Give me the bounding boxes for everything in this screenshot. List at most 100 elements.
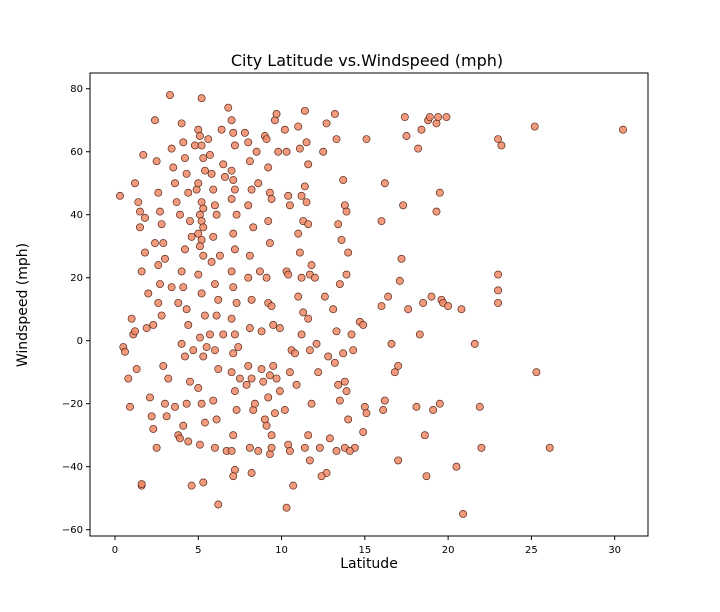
data-point — [227, 166, 236, 175]
data-point — [247, 295, 256, 304]
data-point — [147, 412, 156, 421]
y-tick-label: 60 — [70, 147, 83, 158]
data-point — [207, 169, 216, 178]
data-point — [264, 217, 273, 225]
data-point — [280, 125, 289, 134]
y-axis-label: Windspeed (mph) — [15, 243, 31, 367]
data-point — [429, 406, 438, 414]
data-point — [165, 91, 174, 100]
x-tick-label: 20 — [442, 545, 455, 556]
data-point — [304, 314, 313, 323]
data-point — [205, 330, 214, 339]
data-point — [154, 261, 163, 270]
data-point — [285, 201, 294, 210]
data-point — [272, 374, 281, 383]
data-point — [180, 352, 189, 361]
data-point — [170, 402, 179, 411]
data-point — [227, 447, 236, 455]
data-point — [212, 210, 221, 219]
data-point — [304, 431, 313, 440]
data-point — [234, 343, 243, 351]
data-point — [151, 239, 159, 248]
data-point — [285, 447, 294, 455]
y-tick-label: −20 — [62, 399, 83, 410]
data-point — [312, 339, 321, 348]
data-point — [340, 377, 349, 386]
data-point — [310, 273, 319, 282]
y-tick-label: 20 — [70, 273, 83, 284]
data-point — [269, 361, 278, 370]
data-point — [210, 201, 219, 210]
data-point — [477, 443, 486, 452]
plot-area: 0 5 10 15 20 25 30 −60 −40 −20 0 20 40 60 80 — [62, 72, 649, 556]
data-point — [205, 150, 214, 159]
data-point — [214, 365, 223, 374]
y-tick-label: 40 — [70, 210, 83, 221]
data-point — [475, 402, 484, 411]
data-point — [264, 393, 273, 402]
data-point — [334, 220, 343, 229]
data-point — [292, 380, 301, 389]
data-points — [116, 91, 627, 518]
data-point — [442, 113, 451, 122]
data-point — [387, 339, 396, 348]
data-point — [230, 330, 239, 339]
data-point — [209, 185, 218, 194]
y-tick-label: −60 — [62, 525, 83, 536]
data-point — [154, 188, 163, 197]
data-point — [232, 406, 241, 414]
data-point — [342, 270, 351, 279]
data-point — [149, 424, 158, 433]
data-point — [170, 179, 179, 188]
data-point — [230, 185, 239, 194]
data-point — [214, 500, 223, 509]
data-point — [494, 286, 503, 295]
data-point — [142, 324, 151, 333]
data-point — [304, 220, 313, 229]
data-point — [194, 229, 203, 238]
data-point — [229, 431, 238, 440]
data-point — [220, 172, 229, 181]
data-point — [295, 144, 304, 153]
data-point — [200, 418, 209, 427]
data-point — [362, 409, 371, 418]
data-point — [195, 242, 204, 251]
x-tick-label: 15 — [358, 545, 371, 556]
data-point — [325, 434, 334, 443]
data-point — [200, 311, 209, 320]
data-point — [362, 135, 371, 144]
data-point — [275, 387, 284, 396]
data-point — [384, 292, 393, 301]
data-point — [329, 305, 338, 314]
data-point — [397, 254, 406, 263]
data-point — [494, 270, 503, 279]
data-point — [282, 147, 291, 156]
data-point — [199, 478, 208, 487]
data-point — [197, 94, 206, 103]
data-point — [314, 368, 323, 377]
data-point — [210, 443, 219, 452]
data-point — [230, 245, 239, 254]
data-point — [179, 421, 188, 430]
data-point — [294, 292, 303, 301]
data-point — [322, 119, 331, 128]
data-point — [175, 434, 184, 443]
data-point — [530, 122, 539, 131]
data-point — [245, 443, 254, 452]
data-point — [494, 298, 503, 307]
data-point — [244, 201, 253, 210]
data-point — [265, 371, 274, 380]
data-point — [545, 443, 554, 452]
data-point — [399, 201, 408, 210]
data-point — [164, 374, 173, 383]
data-point — [457, 305, 466, 314]
data-point — [199, 154, 208, 162]
data-point — [422, 472, 431, 481]
data-point — [302, 198, 311, 207]
data-point — [359, 428, 368, 437]
data-point — [302, 138, 311, 147]
data-point — [240, 128, 249, 137]
data-point — [204, 135, 213, 144]
data-point — [141, 248, 149, 257]
